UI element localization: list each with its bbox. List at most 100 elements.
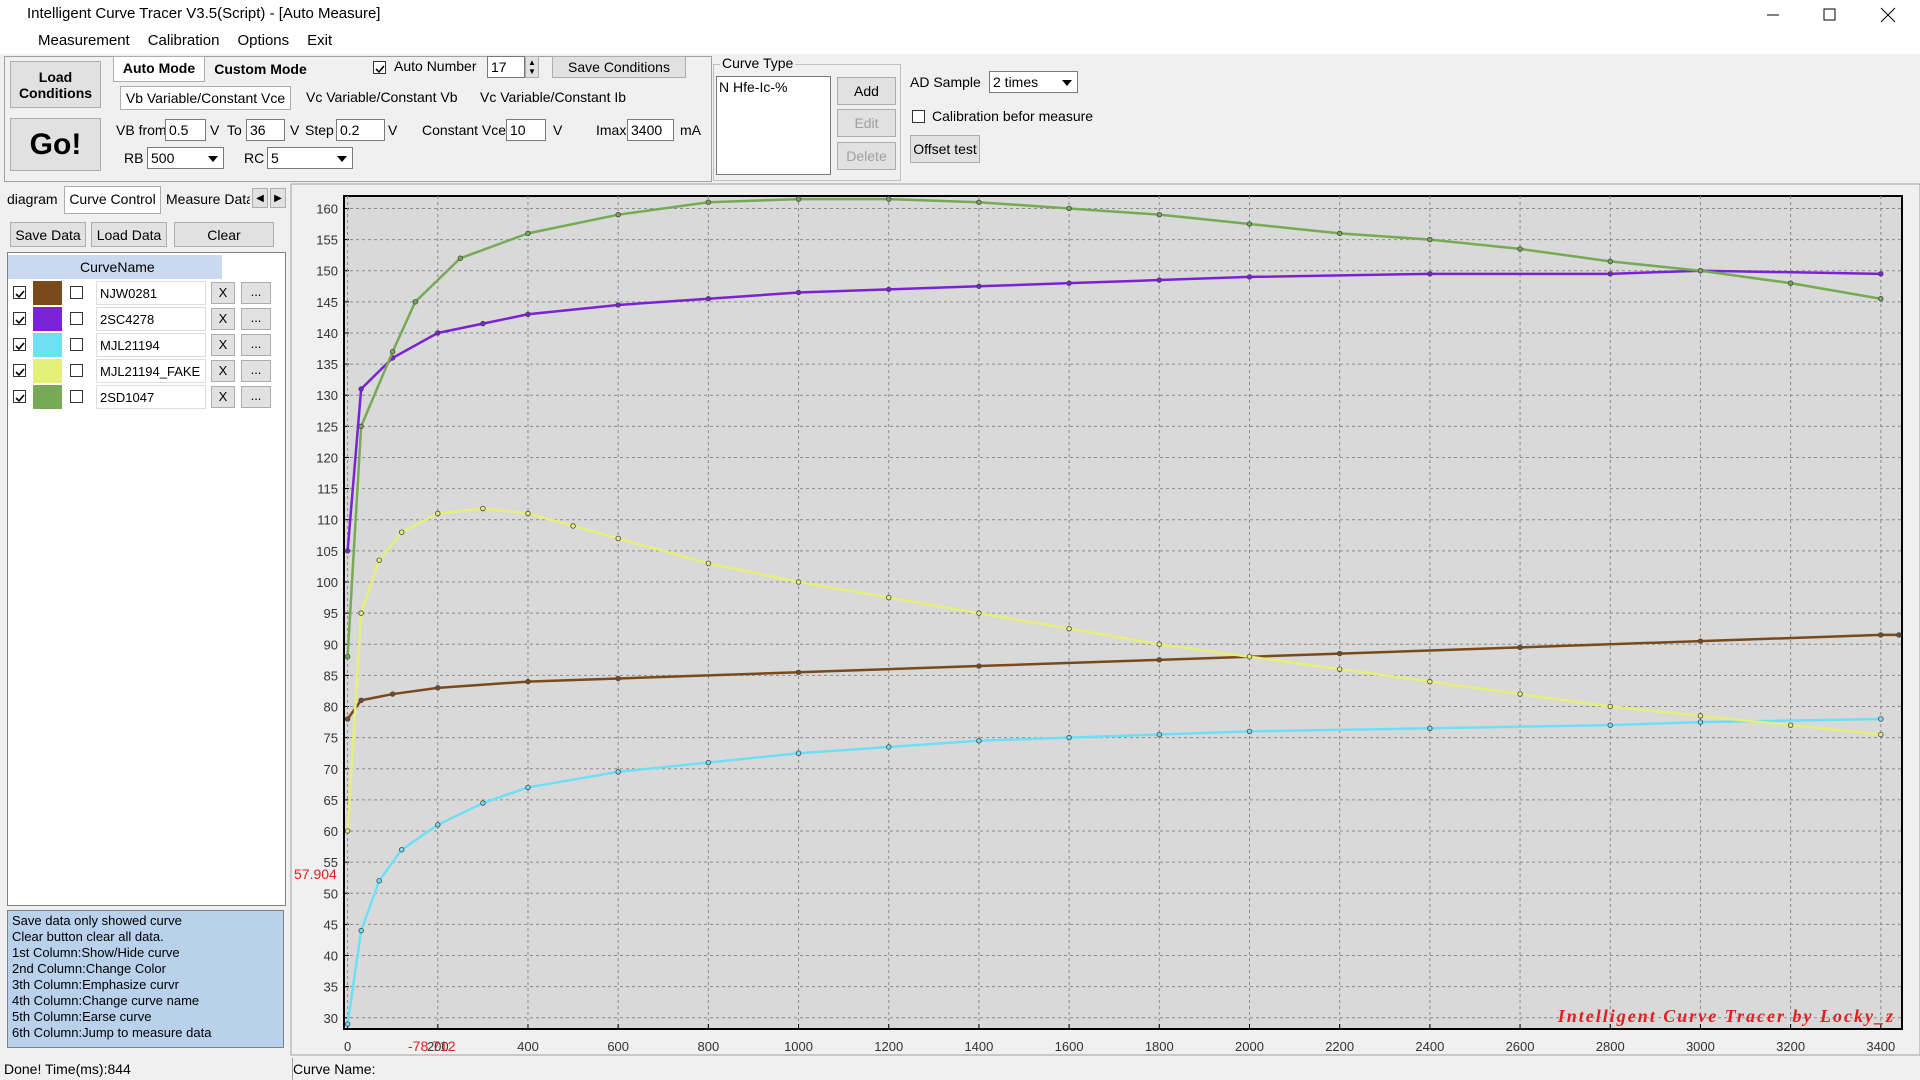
scroll-right[interactable]: ▶ — [270, 188, 286, 208]
label: VB from — [116, 122, 167, 138]
curve-table: CurveName NJW0281 X... 2SC4278 X... MJL21194 X… — [7, 252, 286, 906]
tab[interactable]: diagram — [7, 191, 58, 207]
table-header-name: CurveName — [80, 259, 155, 275]
curve-name[interactable]: 2SC4278 — [96, 307, 206, 331]
erase-button[interactable]: X — [211, 334, 235, 356]
menu-item[interactable]: Measurement — [38, 32, 130, 49]
erase-button[interactable]: X — [211, 386, 235, 408]
curve-name[interactable]: NJW0281 — [96, 281, 206, 305]
add-button[interactable]: Add — [837, 77, 896, 105]
input[interactable]: 3400 — [627, 119, 674, 141]
curve-point — [976, 610, 982, 616]
menu-item[interactable]: Options — [237, 32, 290, 49]
curve-point — [1878, 632, 1884, 638]
sub-tab[interactable]: Vb Variable/Constant Vce — [120, 86, 291, 110]
curve-point — [1427, 271, 1433, 277]
y-tick-label: 85 — [324, 668, 338, 683]
curve-point — [1246, 728, 1253, 735]
sub-tab[interactable]: Vc Variable/Constant Ib — [480, 89, 627, 105]
color-swatch[interactable] — [33, 359, 62, 383]
load-data-button[interactable]: Load Data — [91, 222, 167, 247]
list-box[interactable]: N Hfe-Ic-% — [716, 76, 831, 175]
y-tick-label: 40 — [324, 949, 338, 964]
save-data-button[interactable]: Save Data — [10, 222, 86, 247]
curve-point — [976, 663, 982, 669]
emphasize-checkbox[interactable] — [70, 390, 83, 403]
input[interactable]: 36 — [246, 119, 285, 141]
curve-point — [615, 535, 621, 542]
dropdown[interactable]: 500 — [147, 147, 224, 169]
dropdown[interactable]: 2 times — [989, 71, 1078, 93]
x-tick-label: 2000 — [1235, 1039, 1264, 1054]
tab[interactable]: Measure Data — [166, 191, 250, 207]
color-swatch[interactable] — [33, 333, 62, 357]
offset-test-button[interactable]: Offset test — [910, 135, 980, 163]
list-item[interactable]: N Hfe-Ic-% — [719, 79, 788, 95]
menu-item[interactable]: Exit — [307, 32, 333, 49]
curve-point — [1336, 650, 1343, 657]
x-tick-label: 2200 — [1325, 1039, 1354, 1054]
go-button[interactable]: Go! — [10, 118, 101, 171]
curve-point — [1517, 691, 1523, 697]
curve-point — [615, 211, 621, 218]
color-swatch[interactable] — [33, 281, 62, 305]
menu-item[interactable]: Calibration — [147, 32, 220, 49]
curve-point — [886, 744, 892, 750]
checkbox[interactable] — [373, 61, 386, 74]
save-conditions-button[interactable]: Save Conditions — [552, 56, 686, 78]
curve-point — [795, 579, 802, 585]
show-checkbox[interactable] — [13, 286, 26, 299]
window-controls[interactable] — [1760, 5, 1910, 25]
y-tick-label: 45 — [324, 917, 338, 932]
erase-button[interactable]: X — [211, 360, 235, 382]
curve-point — [886, 594, 892, 601]
clear-button[interactable]: Clear — [174, 222, 274, 247]
tab[interactable]: Curve Control — [64, 186, 161, 214]
curve-name[interactable]: 2SD1047 — [96, 385, 206, 409]
curve-point — [435, 822, 441, 828]
show-checkbox[interactable] — [13, 390, 26, 403]
input[interactable]: 0.2 — [336, 119, 385, 141]
curve-point — [1427, 725, 1433, 731]
dropdown[interactable]: 5 — [267, 147, 353, 169]
jump-button[interactable]: ... — [241, 386, 271, 408]
y-tick-label: 70 — [324, 762, 338, 777]
x-tick-label: 0 — [344, 1039, 351, 1054]
spin-buttons[interactable]: ▲ ▼ — [525, 56, 539, 78]
curve-point — [1336, 666, 1343, 672]
emphasize-checkbox[interactable] — [70, 286, 83, 299]
curve-point — [358, 927, 364, 934]
y-tick-label: 30 — [324, 1011, 338, 1026]
curve-point — [525, 678, 531, 685]
tab[interactable]: Custom Mode — [214, 61, 307, 77]
erase-button[interactable]: X — [211, 282, 235, 304]
jump-button[interactable]: ... — [241, 334, 271, 356]
curve-name[interactable]: MJL21194 — [96, 333, 206, 357]
spinner[interactable]: 17 — [487, 56, 525, 78]
help-line: Clear button clear all data. — [12, 929, 164, 944]
jump-button[interactable]: ... — [241, 282, 271, 304]
sub-tab[interactable]: Vc Variable/Constant Vb — [306, 89, 458, 105]
input[interactable]: 0.5 — [165, 119, 206, 141]
scroll-left[interactable]: ◀ — [252, 188, 268, 208]
checkbox[interactable] — [912, 110, 925, 123]
jump-button[interactable]: ... — [241, 360, 271, 382]
curve-name[interactable]: MJL21194_FAKE — [96, 359, 206, 383]
curve-point — [1607, 703, 1613, 710]
color-swatch[interactable] — [33, 385, 62, 409]
show-checkbox[interactable] — [13, 364, 26, 377]
input[interactable]: 10 — [506, 119, 546, 141]
emphasize-checkbox[interactable] — [70, 338, 83, 351]
show-checkbox[interactable] — [13, 338, 26, 351]
jump-button[interactable]: ... — [241, 308, 271, 330]
title-bar — [0, 0, 1920, 28]
color-swatch[interactable] — [33, 307, 62, 331]
load-conditions-button[interactable]: Load Conditions — [10, 61, 101, 108]
curve-point — [1156, 641, 1163, 647]
emphasize-checkbox[interactable] — [70, 364, 83, 377]
show-checkbox[interactable] — [13, 312, 26, 325]
emphasize-checkbox[interactable] — [70, 312, 83, 325]
erase-button[interactable]: X — [211, 308, 235, 330]
curve-point — [525, 784, 531, 791]
tab[interactable]: Auto Mode — [113, 56, 205, 82]
